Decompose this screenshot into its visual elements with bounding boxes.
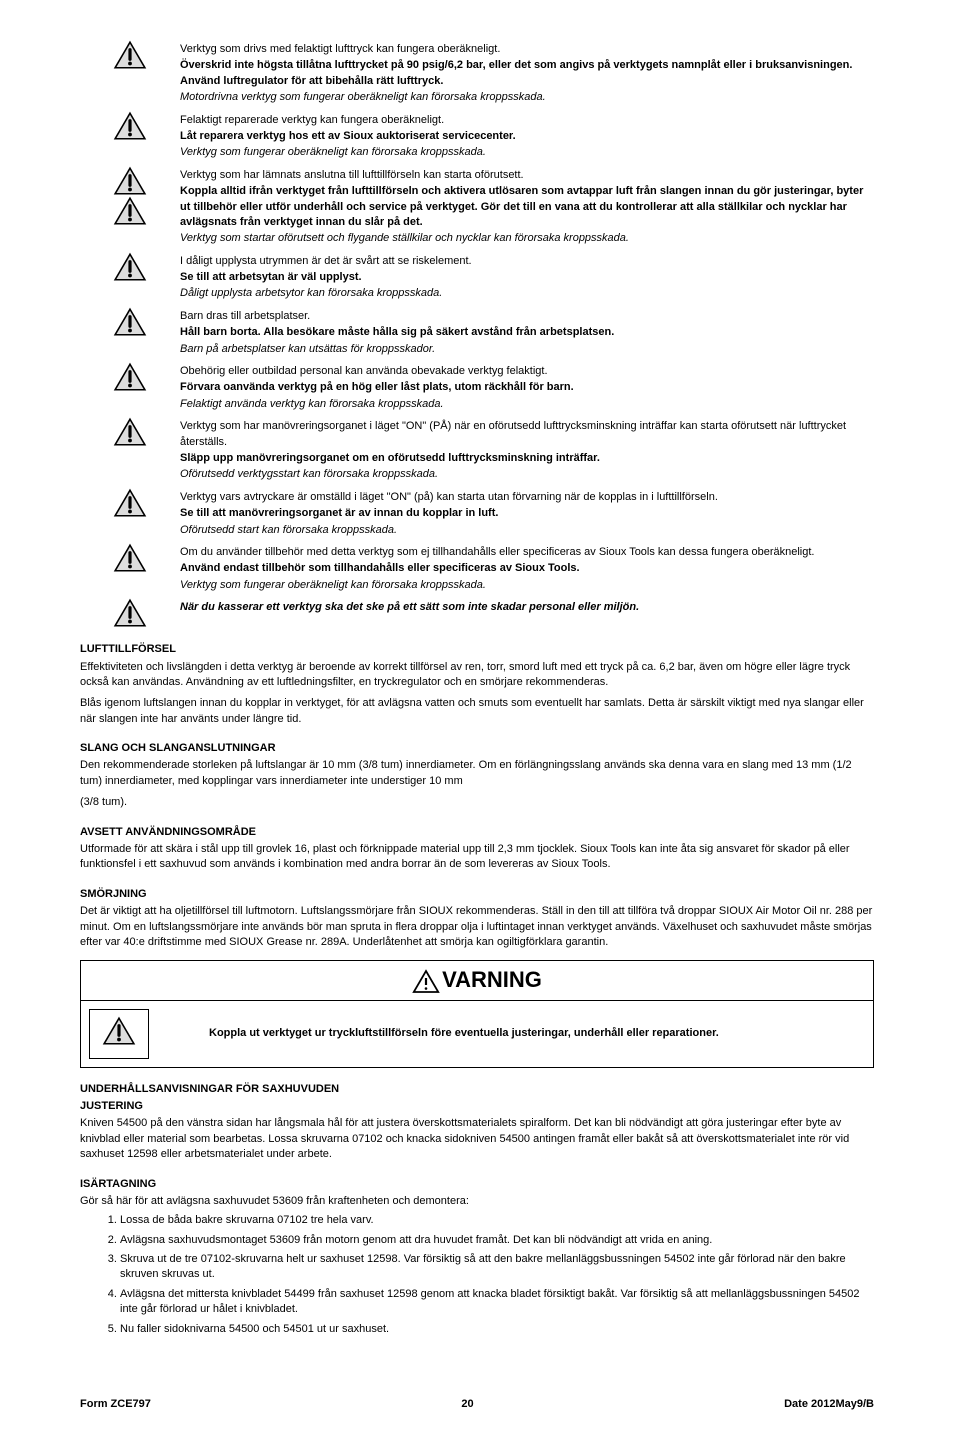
warning-row: Felaktigt reparerade verktyg kan fungera… — [80, 111, 874, 162]
warning-icon-col — [80, 166, 180, 226]
warning-icon-col — [80, 598, 180, 628]
step-item: Lossa de båda bakre skruvarna 07102 tre … — [120, 1213, 874, 1228]
warning-row: Verktyg som har lämnats anslutna till lu… — [80, 166, 874, 248]
varning-header: VARNING — [81, 961, 873, 1001]
warning-line: När du kasserar ett verktyg ska det ske … — [180, 600, 874, 615]
justering-heading: JUSTERING — [80, 1099, 874, 1114]
section-paragraph: (3/8 tum). — [80, 795, 874, 810]
section-heading: AVSETT ANVÄNDNINGSOMRÅDE — [80, 825, 874, 840]
warning-icon-col — [80, 362, 180, 392]
warning-triangle-icon — [113, 111, 147, 141]
warning-icon-col — [80, 252, 180, 282]
warning-line: Låt reparera verktyg hos ett av Sioux au… — [180, 129, 874, 144]
warning-line: Dåligt upplysta arbetsytor kan förorsaka… — [180, 286, 874, 301]
warning-row: Barn dras till arbetsplatser.Håll barn b… — [80, 307, 874, 358]
warning-line: Barn dras till arbetsplatser. — [180, 309, 874, 324]
warning-line: Obehörig eller outbildad personal kan an… — [180, 364, 874, 379]
warning-line: Motordrivna verktyg som fungerar oberäkn… — [180, 90, 874, 105]
warning-text-col: När du kasserar ett verktyg ska det ske … — [180, 598, 874, 616]
maintenance-heading: UNDERHÅLLSANVISNINGAR FÖR SAXHUVUDEN — [80, 1082, 874, 1097]
warning-line: Se till att arbetsytan är väl upplyst. — [180, 270, 874, 285]
warning-triangle-icon — [113, 543, 147, 573]
section-paragraph: Det är viktigt att ha oljetillförsel til… — [80, 904, 874, 950]
warning-text-col: Obehörig eller outbildad personal kan an… — [180, 362, 874, 413]
warning-line: Förvara oanvända verktyg på en hög eller… — [180, 380, 874, 395]
warning-text-col: Verktyg som drivs med felaktigt lufttryc… — [180, 40, 874, 107]
warning-triangle-icon — [102, 1016, 136, 1046]
warning-icon-col — [80, 417, 180, 447]
warning-line: Verktyg som fungerar oberäkneligt kan fö… — [180, 145, 874, 160]
justering-text: Kniven 54500 på den vänstra sidan har lå… — [80, 1116, 874, 1162]
step-item: Nu faller sidoknivarna 54500 och 54501 u… — [120, 1322, 874, 1337]
varning-icon-box — [89, 1009, 149, 1058]
step-item: Avlägsna det mittersta knivbladet 54499 … — [120, 1287, 874, 1318]
footer-right: Date 2012May9/B — [784, 1397, 874, 1412]
warning-line: Verktyg som har manövreringsorganet i lä… — [180, 419, 874, 450]
warning-line: Se till att manövreringsorganet är av in… — [180, 506, 874, 521]
warning-triangle-icon — [113, 362, 147, 392]
warning-line: Om du använder tillbehör med detta verkt… — [180, 545, 874, 560]
isartagning-intro: Gör så här för att avlägsna saxhuvudet 5… — [80, 1194, 874, 1209]
warning-line: Använd endast tillbehör som tillhandahål… — [180, 561, 874, 576]
warning-triangle-icon — [113, 307, 147, 337]
warning-text-col: Barn dras till arbetsplatser.Håll barn b… — [180, 307, 874, 358]
warning-text-col: Verktyg vars avtryckare är omställd i lä… — [180, 488, 874, 539]
warning-icon-col — [80, 488, 180, 518]
warning-row: Om du använder tillbehör med detta verkt… — [80, 543, 874, 594]
warning-text-col: Verktyg som har manövreringsorganet i lä… — [180, 417, 874, 484]
warning-text-col: Felaktigt reparerade verktyg kan fungera… — [180, 111, 874, 162]
warning-icon-col — [80, 40, 180, 70]
warning-line: Håll barn borta. Alla besökare måste hål… — [180, 325, 874, 340]
warning-row: Verktyg som drivs med felaktigt lufttryc… — [80, 40, 874, 107]
section-paragraph: Blås igenom luftslangen innan du kopplar… — [80, 696, 874, 727]
warning-triangle-icon — [113, 166, 147, 196]
isartagning-heading: ISÄRTAGNING — [80, 1177, 874, 1192]
warning-line: Verktyg som drivs med felaktigt lufttryc… — [180, 42, 874, 57]
varning-box: VARNING Koppla ut verktyget ur tryckluft… — [80, 960, 874, 1067]
warning-icon-col — [80, 111, 180, 141]
section-heading: LUFTTILLFÖRSEL — [80, 642, 874, 657]
warning-row: Verktyg vars avtryckare är omställd i lä… — [80, 488, 874, 539]
varning-body-text: Koppla ut verktyget ur tryckluftstillför… — [209, 1026, 719, 1041]
footer-left: Form ZCE797 — [80, 1397, 151, 1412]
warning-line: Verktyg som startar oförutsett och flyga… — [180, 231, 874, 246]
warning-line: Felaktigt reparerade verktyg kan fungera… — [180, 113, 874, 128]
warning-line: Oförutsedd verktygsstart kan förorsaka k… — [180, 467, 874, 482]
section-paragraph: Effektiviteten och livslängden i detta v… — [80, 660, 874, 691]
warning-line: Överskrid inte högsta tillåtna lufttryck… — [180, 58, 874, 89]
varning-title: VARNING — [442, 967, 542, 992]
warning-line: Felaktigt använda verktyg kan förorsaka … — [180, 397, 874, 412]
warning-triangle-icon — [113, 488, 147, 518]
warning-triangle-icon — [113, 252, 147, 282]
section-paragraph: Den rekommenderade storleken på luftslan… — [80, 758, 874, 789]
warning-triangle-icon — [113, 417, 147, 447]
warning-row: I dåligt upplysta utrymmen är det är svå… — [80, 252, 874, 303]
warning-text-col: I dåligt upplysta utrymmen är det är svå… — [180, 252, 874, 303]
section-paragraph: Utformade för att skära i stål upp till … — [80, 842, 874, 873]
warning-text-col: Verktyg som har lämnats anslutna till lu… — [180, 166, 874, 248]
warning-text-col: Om du använder tillbehör med detta verkt… — [180, 543, 874, 594]
footer-center: 20 — [461, 1397, 473, 1412]
warning-line: I dåligt upplysta utrymmen är det är svå… — [180, 254, 874, 269]
warning-icon-col — [80, 543, 180, 573]
section-heading: SLANG OCH SLANGANSLUTNINGAR — [80, 741, 874, 756]
warning-row: Obehörig eller outbildad personal kan an… — [80, 362, 874, 413]
warning-row: Verktyg som har manövreringsorganet i lä… — [80, 417, 874, 484]
step-item: Skruva ut de tre 07102-skruvarna helt ur… — [120, 1252, 874, 1283]
warning-line: Verktyg som fungerar oberäkneligt kan fö… — [180, 578, 874, 593]
warning-line: Verktyg vars avtryckare är omställd i lä… — [180, 490, 874, 505]
warning-line: Koppla alltid ifrån verktyget från luftt… — [180, 184, 874, 230]
warning-triangle-icon — [113, 40, 147, 70]
warning-line: Släpp upp manövreringsorganet om en oför… — [180, 451, 874, 466]
steps-list: Lossa de båda bakre skruvarna 07102 tre … — [120, 1213, 874, 1337]
warning-line: Oförutsedd start kan förorsaka kroppsska… — [180, 523, 874, 538]
section-heading: SMÖRJNING — [80, 887, 874, 902]
footer: Form ZCE797 20 Date 2012May9/B — [80, 1397, 874, 1412]
warning-row: När du kasserar ett verktyg ska det ske … — [80, 598, 874, 628]
warning-triangle-icon — [113, 196, 147, 226]
warning-line: Barn på arbetsplatser kan utsättas för k… — [180, 342, 874, 357]
warning-line: Verktyg som har lämnats anslutna till lu… — [180, 168, 874, 183]
warning-icon-col — [80, 307, 180, 337]
warning-triangle-icon — [113, 598, 147, 628]
